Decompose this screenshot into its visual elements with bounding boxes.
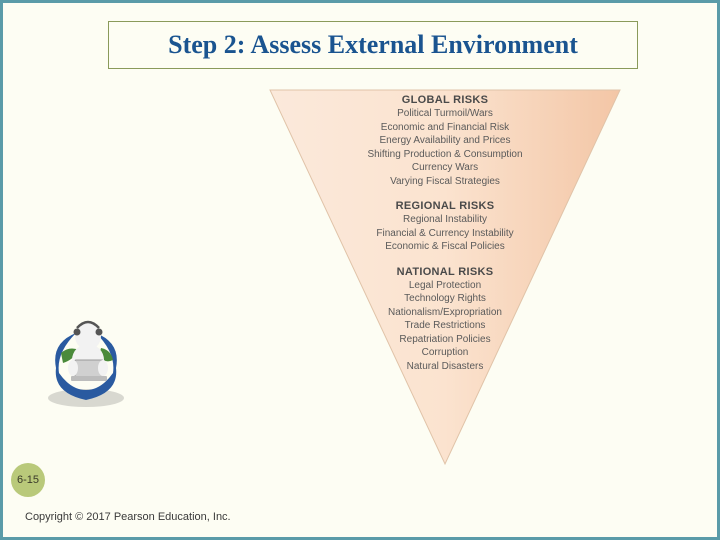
risk-item: Financial & Currency Instability — [265, 227, 625, 241]
risk-item: Shifting Production & Consumption — [265, 148, 625, 162]
risk-group-regional: REGIONAL RISKS Regional Instability Fina… — [265, 200, 625, 254]
risk-item: Technology Rights — [265, 292, 625, 306]
risk-item: Currency Wars — [265, 161, 625, 175]
globe-laptop-figure — [41, 298, 141, 408]
triangle-diagram: GLOBAL RISKS Political Turmoil/Wars Econ… — [265, 88, 625, 468]
risk-item: Nationalism/Expropriation — [265, 306, 625, 320]
risk-header: GLOBAL RISKS — [265, 94, 625, 106]
risk-header: REGIONAL RISKS — [265, 200, 625, 212]
risk-header: NATIONAL RISKS — [265, 266, 625, 278]
slide-title: Step 2: Assess External Environment — [168, 30, 578, 60]
risk-item: Regional Instability — [265, 213, 625, 227]
copyright-text: Copyright © 2017 Pearson Education, Inc. — [25, 511, 231, 523]
risk-item: Natural Disasters — [265, 360, 625, 374]
risk-item: Economic and Financial Risk — [265, 121, 625, 135]
risk-group-national: NATIONAL RISKS Legal Protection Technolo… — [265, 266, 625, 374]
risk-item: Political Turmoil/Wars — [265, 107, 625, 121]
risk-item: Corruption — [265, 346, 625, 360]
risk-item: Repatriation Policies — [265, 333, 625, 347]
title-box: Step 2: Assess External Environment — [108, 21, 638, 69]
risk-group-global: GLOBAL RISKS Political Turmoil/Wars Econ… — [265, 94, 625, 188]
risk-item: Trade Restrictions — [265, 319, 625, 333]
risk-item: Energy Availability and Prices — [265, 134, 625, 148]
risk-item: Economic & Fiscal Policies — [265, 240, 625, 254]
page-number: 6-15 — [17, 474, 39, 486]
risks-text-block: GLOBAL RISKS Political Turmoil/Wars Econ… — [265, 88, 625, 373]
page-number-badge: 6-15 — [11, 463, 45, 497]
risk-item: Legal Protection — [265, 279, 625, 293]
risk-item: Varying Fiscal Strategies — [265, 175, 625, 189]
